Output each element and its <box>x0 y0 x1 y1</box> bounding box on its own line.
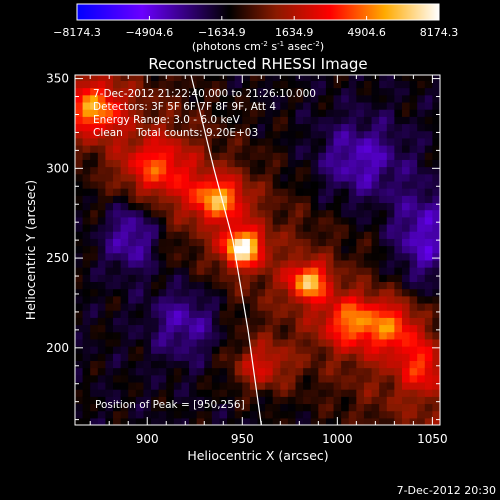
colorbar-tick-label: −4904.6 <box>126 26 174 39</box>
footer-timestamp: 7-Dec-2012 20:30 <box>397 484 496 497</box>
chart-title: Reconstructed RHESSI Image <box>148 55 367 73</box>
clean-counts-text: Clean Total counts: 9.20E+03 <box>93 127 258 139</box>
time-range-text: 7-Dec-2012 21:22:40.000 to 21:26:10.000 <box>93 88 316 100</box>
x-axis-ticks <box>89 75 433 425</box>
colorbar-ticks <box>76 16 440 20</box>
colorbar-tick-labels: −8174.3 −4904.6 −1634.9 1634.9 4904.6 8174.3 <box>53 26 458 39</box>
x-tick-label: 950 <box>231 432 254 446</box>
y-tick-label: 200 <box>46 341 69 355</box>
x-tick-label: 1000 <box>322 432 353 446</box>
energy-range-text: Energy Range: 3.0 - 6.0 keV <box>93 114 241 126</box>
heatmap-image <box>75 75 440 425</box>
x-tick-label: 1050 <box>417 432 448 446</box>
plot-frame <box>74 74 441 426</box>
colorbar-tick-label: 1634.9 <box>275 26 314 39</box>
y-axis-label: Heliocentric Y (arcsec) <box>23 180 38 320</box>
y-axis-tick-labels: 200 250 300 350 <box>46 72 69 355</box>
x-axis-label: Heliocentric X (arcsec) <box>187 448 328 463</box>
detectors-text: Detectors: 3F 5F 6F 7F 8F 9F, Att 4 <box>93 101 276 113</box>
colorbar <box>76 3 440 21</box>
colorbar-tick-label: −8174.3 <box>53 26 101 39</box>
colorbar-tick-label: 4904.6 <box>347 26 386 39</box>
y-tick-label: 350 <box>46 72 69 86</box>
peak-position-text: Position of Peak = [950,256] <box>95 399 245 411</box>
x-tick-label: 900 <box>136 432 159 446</box>
y-axis-ticks <box>75 78 440 421</box>
y-tick-label: 250 <box>46 251 69 265</box>
y-tick-label: 300 <box>46 161 69 175</box>
x-axis-tick-labels: 900 950 1000 1050 <box>136 432 448 446</box>
colorbar-tick-label: −1634.9 <box>198 26 246 39</box>
colorbar-tick-label: 8174.3 <box>420 26 459 39</box>
solar-limb-curve <box>190 75 262 425</box>
image-annotations: 7-Dec-2012 21:22:40.000 to 21:26:10.000 … <box>93 88 316 411</box>
colorbar-units: (photons cm-2 s-1 asec-2) <box>192 40 324 53</box>
